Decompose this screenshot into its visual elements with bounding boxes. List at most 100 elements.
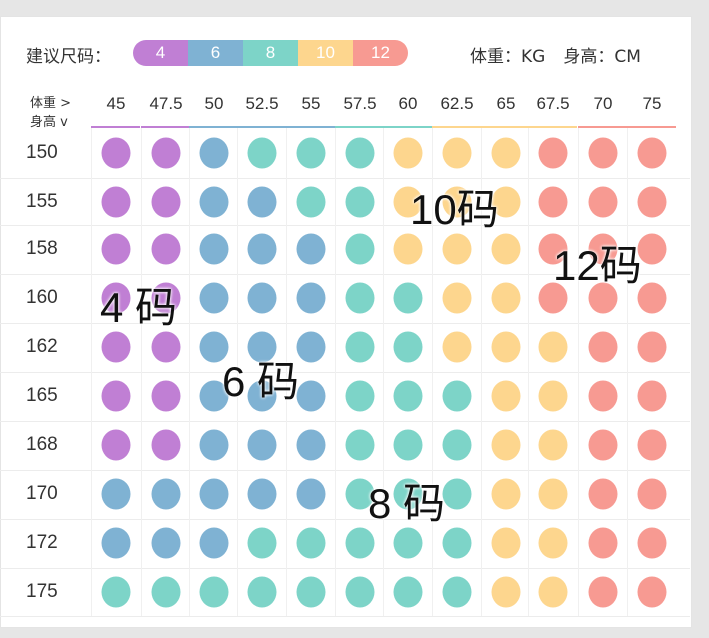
size-dot-8 (393, 527, 423, 559)
size-dot-8 (345, 429, 375, 461)
header-underline (91, 126, 140, 128)
size-dot-4 (151, 233, 181, 265)
size-dot-8 (345, 137, 375, 169)
size-dot-12 (538, 233, 568, 265)
grid-line (141, 128, 142, 616)
size-dot-12 (637, 282, 667, 314)
overlay-size-12: 12码 (553, 242, 642, 289)
height-header: 175 (26, 581, 58, 602)
size-dot-6 (247, 282, 277, 314)
axis-corner: 体重 > 身高 v (30, 94, 71, 132)
size-dot-6 (199, 282, 229, 314)
header-underline (432, 126, 481, 128)
size-dot-12 (637, 137, 667, 169)
overlay-size-6: 6 码 (222, 358, 300, 405)
size-dot-12 (538, 186, 568, 218)
size-dot-4 (101, 282, 131, 314)
size-dot-10 (442, 331, 472, 363)
header-underline (237, 126, 286, 128)
grid-line (0, 421, 690, 422)
size-dot-8 (345, 282, 375, 314)
size-dot-4 (101, 429, 131, 461)
size-dot-8 (101, 576, 131, 608)
size-dot-10 (538, 429, 568, 461)
size-dot-8 (199, 576, 229, 608)
header-underline (141, 126, 190, 128)
size-dot-6 (247, 233, 277, 265)
weight-unit: 体重：KG (470, 47, 546, 67)
weight-header: 60 (398, 94, 418, 113)
weight-header: 75 (642, 94, 662, 113)
size-dot-8 (345, 233, 375, 265)
size-dot-8 (393, 576, 423, 608)
size-dot-10 (491, 429, 521, 461)
legend-size-10: 10 (298, 40, 353, 66)
size-dot-10 (491, 233, 521, 265)
weight-header: 70 (593, 94, 613, 113)
size-dot-4 (151, 137, 181, 169)
size-dot-12 (588, 380, 618, 412)
size-dot-8 (442, 429, 472, 461)
size-dot-8 (393, 380, 423, 412)
height-header: 165 (26, 385, 58, 406)
size-dot-10 (538, 478, 568, 510)
header-underline (481, 126, 530, 128)
size-dot-8 (296, 576, 326, 608)
height-header: 172 (26, 532, 58, 553)
size-dot-8 (442, 380, 472, 412)
size-dot-12 (588, 576, 618, 608)
height-header: 155 (26, 191, 58, 212)
size-dot-10 (442, 282, 472, 314)
size-dot-12 (637, 576, 667, 608)
weight-header: 52.5 (245, 94, 279, 113)
size-dot-6 (199, 380, 229, 412)
size-dot-6 (247, 478, 277, 510)
header-underline (335, 126, 384, 128)
grid-line (578, 128, 579, 616)
size-dot-10 (491, 282, 521, 314)
size-dot-8 (247, 576, 277, 608)
grid-line (237, 128, 238, 616)
size-dot-8 (442, 576, 472, 608)
size-dot-10 (491, 527, 521, 559)
size-dot-6 (296, 331, 326, 363)
size-dot-10 (538, 576, 568, 608)
size-dot-10 (491, 478, 521, 510)
size-dot-8 (296, 137, 326, 169)
grid-line (0, 568, 690, 569)
size-dot-4 (151, 380, 181, 412)
size-dot-4 (151, 331, 181, 363)
size-dot-12 (538, 282, 568, 314)
size-dot-6 (296, 429, 326, 461)
size-dot-6 (247, 331, 277, 363)
size-dot-8 (247, 137, 277, 169)
header-underline (627, 126, 676, 128)
size-dot-4 (101, 331, 131, 363)
size-dot-4 (101, 186, 131, 218)
grid-line (91, 128, 92, 616)
weight-header: 62.5 (440, 94, 474, 113)
weight-header: 55 (301, 94, 321, 113)
size-dot-12 (588, 527, 618, 559)
grid-line (0, 372, 690, 373)
size-dot-8 (345, 380, 375, 412)
size-dot-8 (393, 331, 423, 363)
header-underline (286, 126, 335, 128)
height-header: 162 (26, 336, 58, 357)
size-dot-6 (101, 478, 131, 510)
size-dot-4 (151, 429, 181, 461)
header-underline (528, 126, 577, 128)
size-dot-8 (247, 527, 277, 559)
size-dot-12 (538, 137, 568, 169)
size-dot-6 (199, 137, 229, 169)
size-dot-10 (491, 380, 521, 412)
height-header: 170 (26, 483, 58, 504)
size-legend: 4 6 8 10 12 (133, 40, 408, 66)
grid-line (627, 128, 628, 616)
size-dot-8 (442, 478, 472, 510)
weight-header: 47.5 (149, 94, 183, 113)
size-dot-6 (151, 478, 181, 510)
size-dot-6 (199, 429, 229, 461)
size-dot-10 (442, 137, 472, 169)
header-underline (578, 126, 627, 128)
